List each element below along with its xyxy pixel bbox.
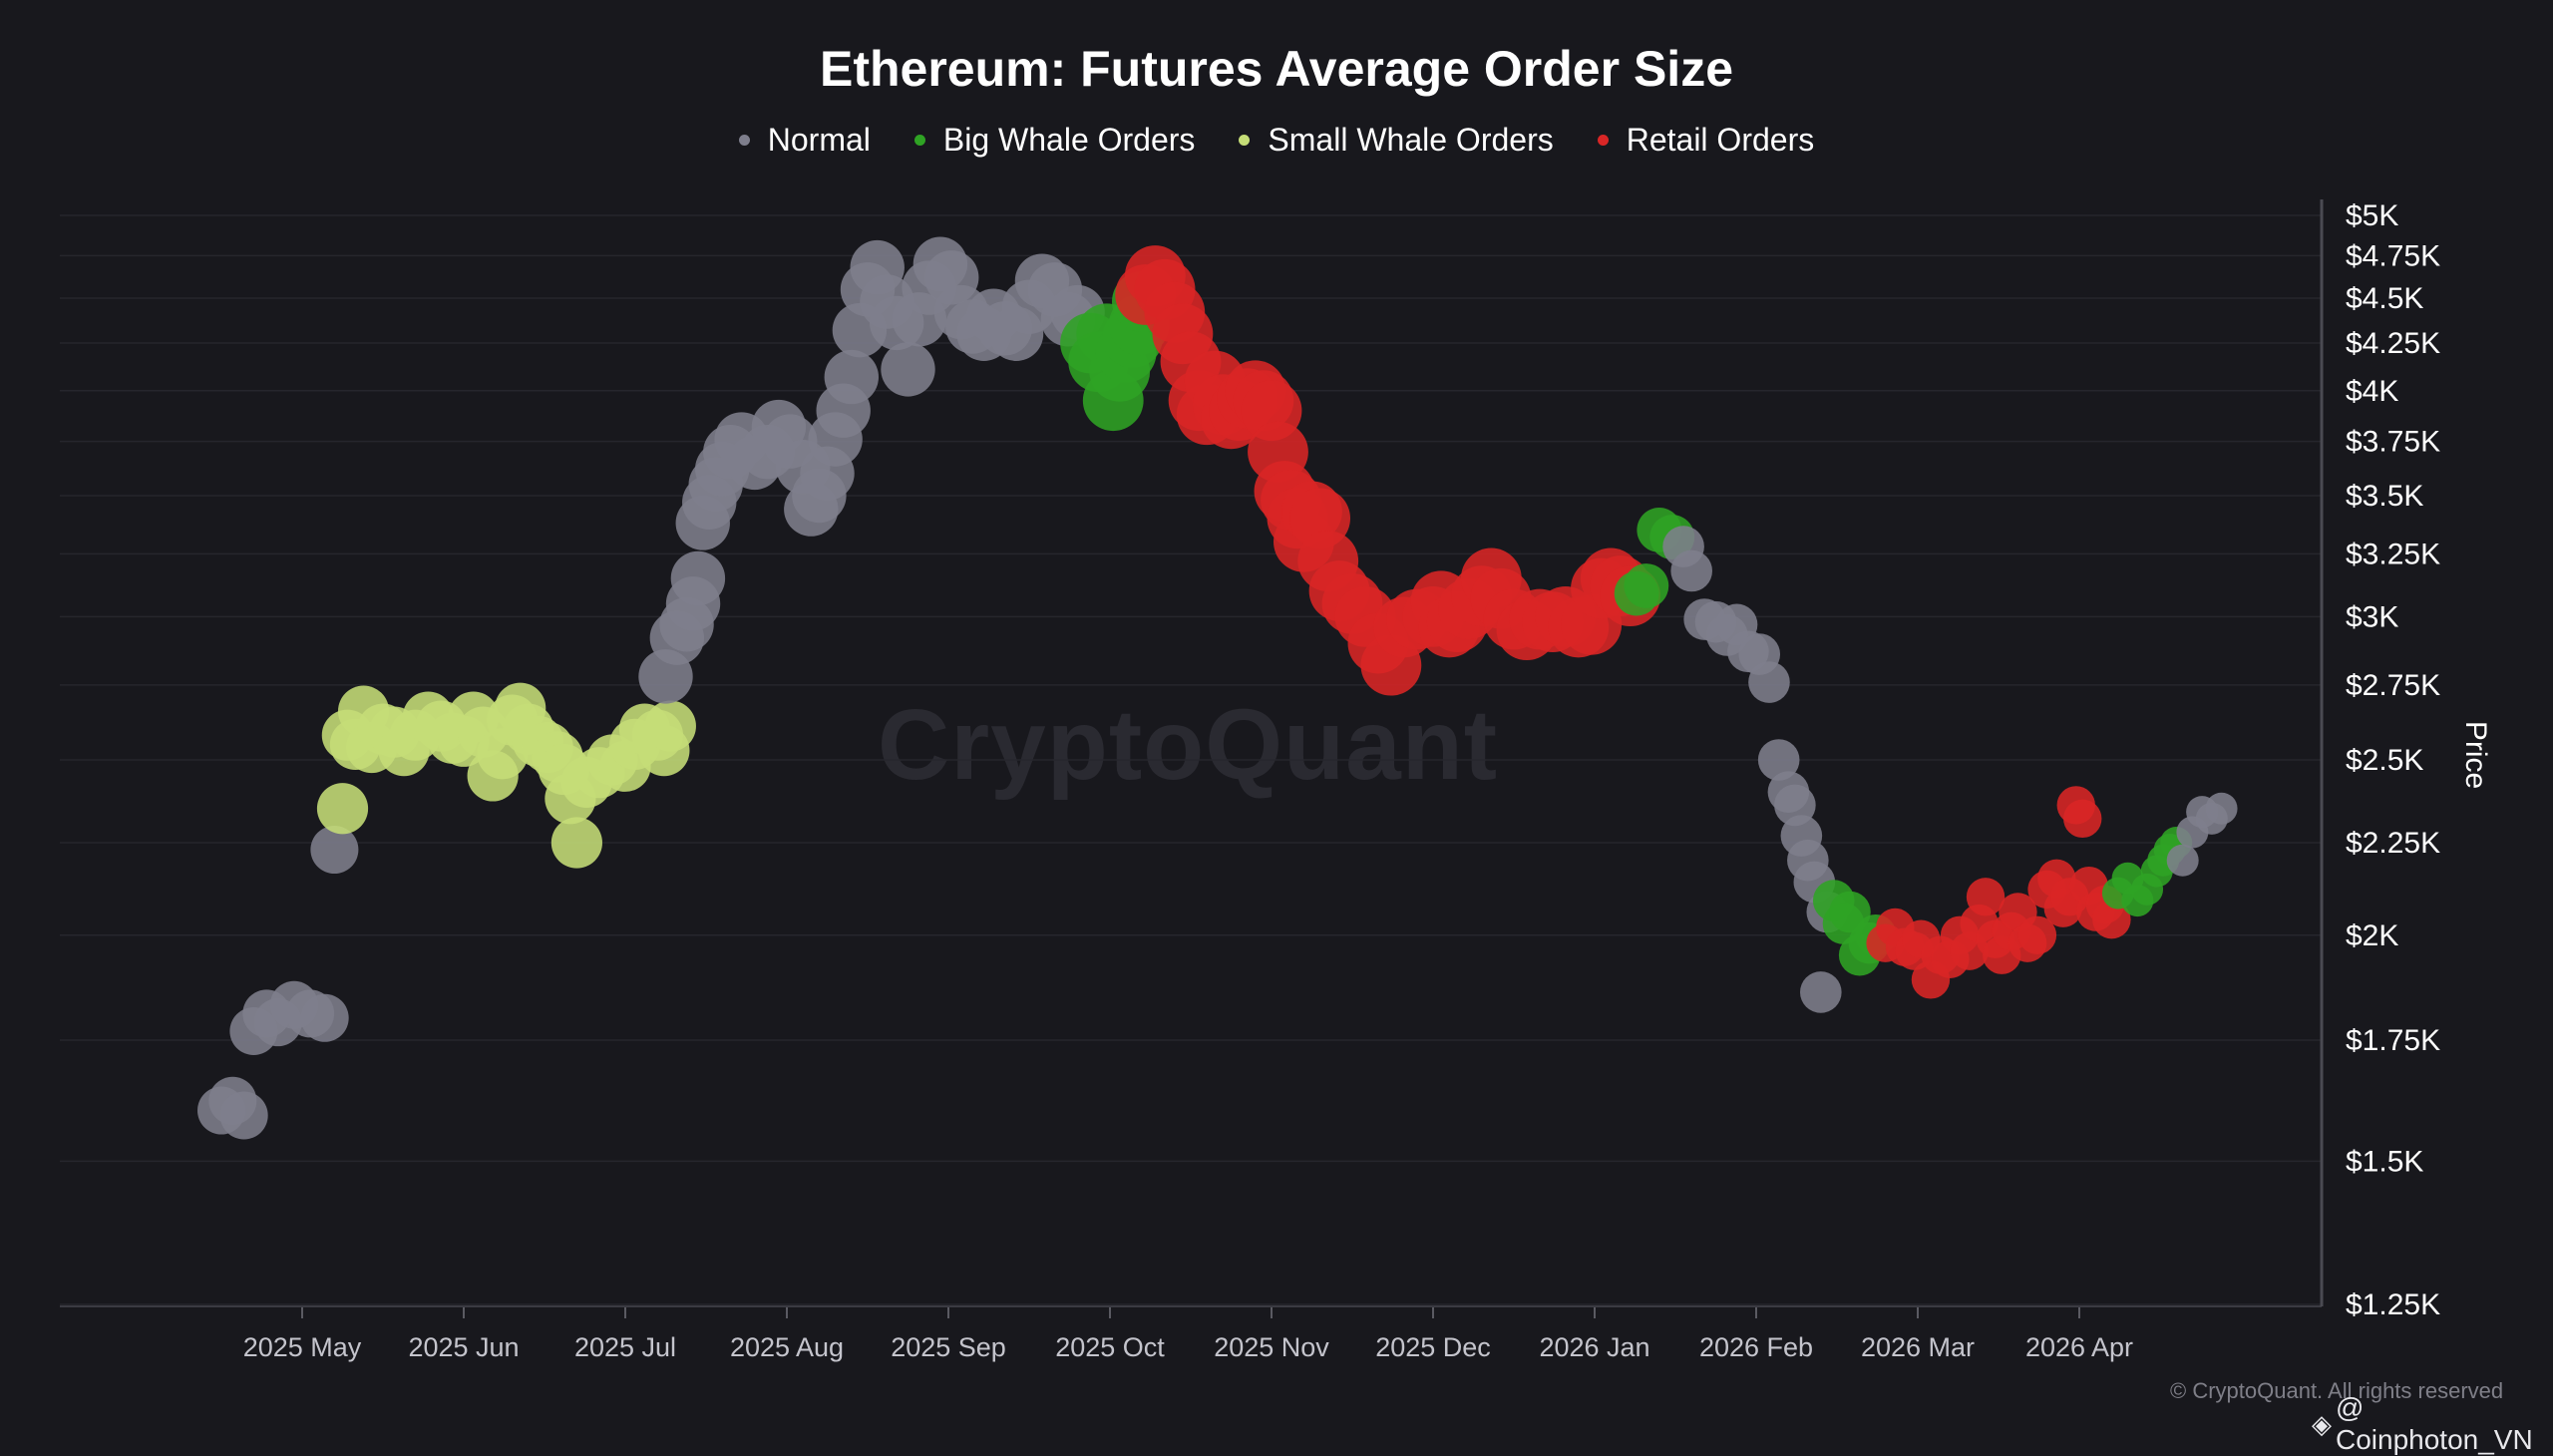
copyright-notice: © CryptoQuant. All rights reserved — [2170, 1378, 2504, 1403]
y-tick-label: $2K — [2346, 919, 2398, 952]
data-points — [197, 236, 2238, 1140]
x-axis-labels: 2025 May 2025 Jun 2025 Jul 2025 Aug 2025 Sep… — [243, 1332, 2133, 1362]
x-tick-label: 2025 Dec — [1375, 1332, 1491, 1362]
point-normal[interactable] — [1670, 549, 1712, 592]
point-normal[interactable] — [1757, 739, 1800, 781]
y-tick-label: $4.75K — [2346, 239, 2440, 272]
legend-marker-big-whale — [913, 135, 925, 146]
y-tick-label: $1.5K — [2346, 1145, 2423, 1178]
point-normal[interactable] — [881, 342, 935, 397]
point-normal[interactable] — [300, 993, 349, 1042]
legend-label-small-whale: Small Whale Orders — [1268, 122, 1554, 158]
x-tick-label: 2025 Aug — [730, 1332, 844, 1362]
binance-icon: ◈ — [2312, 1408, 2332, 1439]
point-retail-orders[interactable] — [2017, 915, 2057, 954]
legend-label-retail: Retail Orders — [1626, 122, 1815, 158]
y-tick-label: $3.25K — [2346, 538, 2440, 570]
y-tick-label: $4.25K — [2346, 327, 2440, 360]
legend-item-normal[interactable]: Normal — [738, 122, 871, 159]
point-small-whale-orders[interactable] — [316, 783, 369, 835]
x-tick-label: 2025 May — [243, 1332, 362, 1362]
y-tick-label: $3.75K — [2346, 426, 2440, 459]
legend-marker-small-whale — [1239, 135, 1251, 146]
x-tick-label: 2026 Apr — [2025, 1332, 2133, 1362]
x-tick-label: 2025 Nov — [1214, 1332, 1329, 1362]
point-normal[interactable] — [670, 550, 726, 606]
y-tick-label: $3.5K — [2346, 480, 2423, 513]
legend-marker-normal — [738, 135, 750, 146]
credit-text: @ Coinphoton_VN — [2336, 1392, 2533, 1455]
point-retail-orders[interactable] — [2092, 900, 2131, 939]
legend-label-normal: Normal — [767, 122, 871, 158]
point-normal[interactable] — [824, 349, 879, 405]
y-tick-label: $1.25K — [2346, 1288, 2440, 1321]
credit: ◈ @ Coinphoton_VN — [2312, 1392, 2553, 1456]
point-small-whale-orders[interactable] — [644, 700, 696, 752]
point-retail-orders[interactable] — [2063, 799, 2102, 839]
y-tick-label: $4K — [2346, 375, 2398, 408]
y-tick-label: $2.25K — [2346, 827, 2440, 860]
x-tick-label: 2025 Jun — [408, 1332, 519, 1362]
y-tick-label: $1.75K — [2346, 1024, 2440, 1057]
point-normal[interactable] — [1800, 971, 1842, 1013]
point-big-whale-orders[interactable] — [1624, 563, 1669, 608]
legend-item-big-whale[interactable]: Big Whale Orders — [913, 122, 1196, 159]
y-tick-label: $5K — [2346, 199, 2398, 232]
point-normal[interactable] — [1748, 661, 1790, 703]
legend: Normal Big Whale Orders Small Whale Orde… — [0, 122, 2553, 159]
y-tick-label: $3K — [2346, 600, 2398, 633]
legend-item-small-whale[interactable]: Small Whale Orders — [1239, 122, 1554, 159]
x-tick-label: 2026 Feb — [1699, 1332, 1813, 1362]
x-tick-label: 2025 Sep — [891, 1332, 1006, 1362]
y-tick-label: $2.75K — [2346, 669, 2440, 702]
point-small-whale-orders[interactable] — [550, 817, 603, 869]
watermark: CryptoQuant — [878, 689, 1499, 801]
chart-title: Ethereum: Futures Average Order Size — [819, 41, 1733, 97]
x-tick-label: 2026 Mar — [1861, 1332, 1975, 1362]
x-tick-label: 2026 Jan — [1539, 1332, 1649, 1362]
point-normal[interactable] — [219, 1091, 268, 1140]
y-tick-label: $2.5K — [2346, 744, 2423, 777]
y-axis-title: Price — [2459, 721, 2492, 789]
y-tick-label: $4.5K — [2346, 282, 2423, 315]
point-normal[interactable] — [2166, 844, 2199, 877]
legend-item-retail[interactable]: Retail Orders — [1597, 122, 1815, 159]
point-retail-orders[interactable] — [1966, 878, 2006, 916]
point-normal[interactable] — [310, 826, 359, 875]
x-tick-label: 2025 Jul — [574, 1332, 676, 1362]
legend-label-big-whale: Big Whale Orders — [942, 122, 1196, 158]
x-tick-label: 2025 Oct — [1055, 1332, 1165, 1362]
y-axis-labels: $5K $4.75K $4.5K $4.25K $4K $3.75K $3.5K $3.25K… — [2346, 199, 2440, 1321]
point-normal[interactable] — [2205, 792, 2238, 825]
legend-marker-retail — [1597, 135, 1609, 146]
x-axis-ticks — [301, 1306, 2080, 1318]
